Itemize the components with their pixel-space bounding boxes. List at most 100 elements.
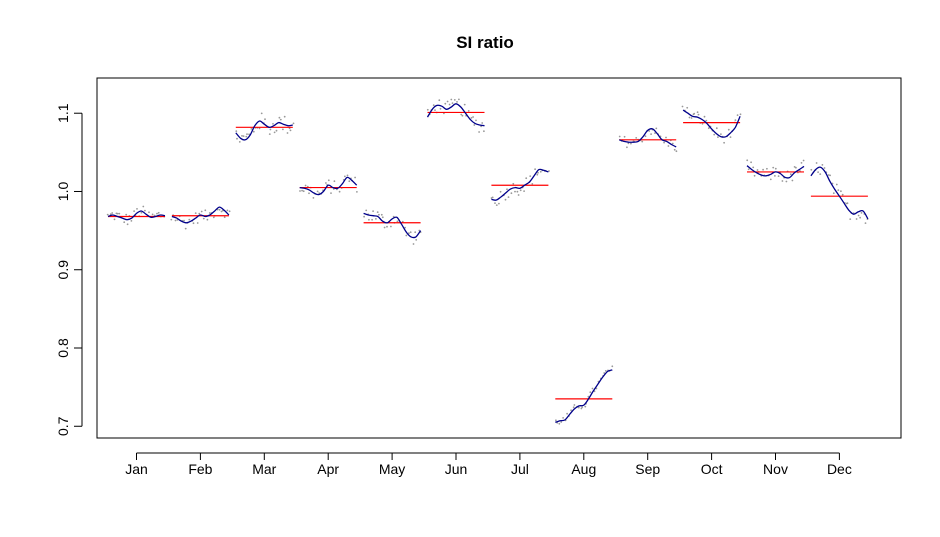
point-mar-13 [260,112,263,115]
point-feb-12 [194,212,197,215]
y-tick-label-1: 0.8 [55,338,71,358]
point-jul-15 [519,189,522,192]
point-feb-16 [202,217,205,220]
point-nov-24 [793,166,796,168]
point-apr-10 [318,192,320,195]
point-nov-8 [762,168,764,171]
point-nov-0 [746,159,749,162]
point-feb-13 [196,222,199,224]
point-jun-24 [473,124,476,126]
y-tick-label-4: 1.1 [55,103,71,123]
point-jul-17 [523,190,525,193]
x-tick-label-jun: Jun [445,461,468,477]
point-dec-28 [864,222,867,225]
points-jul [490,168,550,207]
point-mar-5 [245,135,248,138]
point-may-3 [368,218,370,221]
point-may-26 [414,231,417,234]
point-oct-10 [701,122,704,125]
x-tick-label-nov: Nov [763,461,788,477]
point-oct-27 [734,119,737,121]
point-apr-16 [330,192,332,195]
point-sep-16 [650,133,652,136]
point-apr-23 [344,175,346,178]
point-nov-16 [777,175,780,178]
point-mar-25 [283,115,286,118]
point-dec-4 [817,171,819,174]
point-jul-10 [510,192,513,195]
point-mar-23 [279,118,282,121]
point-nov-25 [795,166,797,169]
point-oct-19 [720,133,722,136]
point-sep-5 [627,142,630,145]
point-jun-25 [475,119,477,122]
point-aug-25 [603,372,606,374]
points-may [363,209,422,245]
point-aug-15 [584,405,587,408]
smooth-line-aug [555,369,613,423]
point-nov-15 [774,167,777,170]
point-aug-0 [555,419,557,422]
point-jan-23 [151,213,154,216]
point-jan-3 [113,218,116,221]
point-dec-10 [829,174,831,177]
point-apr-20 [338,190,341,193]
point-jun-4 [434,109,436,111]
point-dec-9 [827,174,830,176]
point-jan-18 [142,205,145,208]
smooth-line-feb [171,206,230,224]
point-feb-15 [200,210,203,213]
point-jan-12 [130,220,133,222]
point-dec-26 [860,212,863,214]
point-nov-18 [781,180,784,182]
point-mar-20 [273,131,276,134]
point-feb-7 [184,227,187,230]
points-mar [235,112,295,143]
point-aug-19 [591,387,594,390]
x-tick-label-jan: Jan [125,461,148,477]
point-oct-6 [693,112,696,115]
smooth-line-dec [810,166,869,220]
smooth-line-apr [299,176,358,196]
point-feb-14 [198,212,201,215]
point-aug-2 [558,422,561,425]
point-sep-4 [626,146,628,149]
point-oct-16 [713,133,716,136]
point-dec-7 [823,167,826,169]
smooth-line-jul [491,168,549,201]
point-feb-19 [208,212,211,214]
point-may-4 [371,218,373,221]
point-oct-13 [707,127,710,130]
point-feb-11 [192,222,195,225]
point-mar-28 [289,129,292,132]
point-oct-3 [688,116,691,119]
y-axis: 0.7 0.8 0.9 1.0 1.1 [55,103,83,436]
point-aug-17 [587,395,590,398]
point-apr-9 [316,190,319,193]
x-axis: Jan Feb Mar Apr May Jun Jul Aug Sep Oct Nov Dec [125,452,852,477]
point-dec-15 [840,190,842,193]
point-may-24 [409,231,412,234]
point-mar-4 [242,135,245,138]
mean-lines [108,111,868,400]
chart-title: SI ratio [456,33,514,52]
smooth-line-may [363,212,422,239]
point-jun-29 [483,130,485,133]
point-sep-3 [623,135,626,138]
point-dec-23 [855,218,858,220]
smooth-line-jun [426,103,485,127]
point-jul-24 [537,171,539,174]
point-jan-5 [116,212,119,215]
point-jul-21 [531,183,534,185]
point-jul-12 [514,190,516,193]
point-jul-2 [494,202,496,205]
point-sep-19 [655,127,658,130]
point-nov-28 [800,162,803,164]
point-apr-29 [356,191,358,193]
point-may-12 [386,225,388,228]
point-oct-18 [717,136,719,139]
point-dec-0 [810,168,813,171]
point-aug-18 [589,391,592,394]
point-sep-23 [663,141,665,144]
